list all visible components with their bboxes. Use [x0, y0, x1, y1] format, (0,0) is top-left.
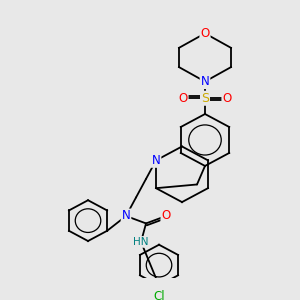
Text: N: N: [122, 209, 130, 223]
Text: O: O: [161, 209, 171, 223]
Text: N: N: [201, 75, 209, 88]
Text: S: S: [201, 92, 209, 105]
Text: N: N: [152, 154, 160, 167]
Text: O: O: [222, 92, 232, 105]
Text: HN: HN: [133, 237, 149, 247]
Text: O: O: [178, 92, 188, 105]
Text: O: O: [200, 27, 210, 40]
Text: Cl: Cl: [153, 290, 165, 300]
